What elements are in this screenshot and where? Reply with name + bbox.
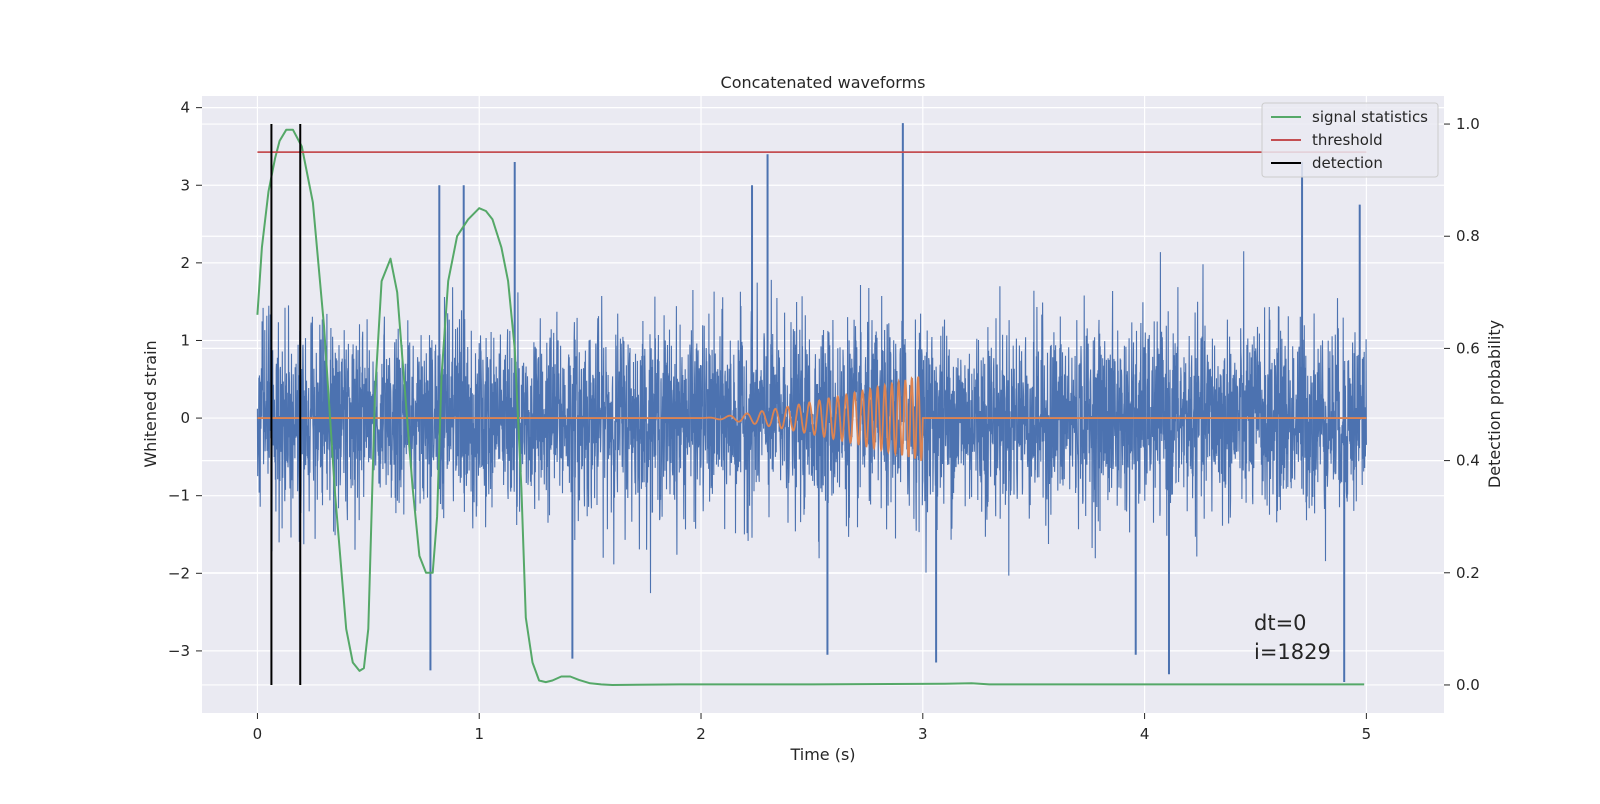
y-axis-label: Whitened strain — [141, 340, 160, 467]
y2-tick-label: 0.8 — [1456, 227, 1480, 245]
y-tick-label: 2 — [180, 254, 190, 272]
annotation-index: i=1829 — [1254, 640, 1331, 664]
y-tick-label: 4 — [180, 99, 190, 117]
y-tick-label: 3 — [180, 176, 190, 194]
y2-axis-label: Detection probability — [1485, 320, 1504, 488]
annotation-dt: dt=0 — [1254, 611, 1307, 635]
injection-series-line — [257, 376, 1367, 462]
strain-series-line — [256, 251, 1367, 594]
x-tick-label: 0 — [253, 725, 263, 743]
y2-tick-label: 0.4 — [1456, 452, 1480, 470]
y-tick-label: −3 — [168, 642, 190, 660]
y-tick-label: −1 — [168, 487, 190, 505]
x-tick-label: 1 — [474, 725, 484, 743]
chart-title: Concatenated waveforms — [721, 73, 926, 92]
x-tick-label: 4 — [1140, 725, 1150, 743]
legend-box — [1261, 102, 1439, 178]
x-tick-label: 2 — [696, 725, 706, 743]
y-tick-label: 1 — [180, 331, 190, 349]
legend-label-signal-statistics: signal statistics — [1312, 108, 1428, 126]
y2-tick-label: 0.0 — [1456, 676, 1480, 694]
y-tick-label: −2 — [168, 564, 190, 582]
legend-label-detection: detection — [1312, 154, 1383, 172]
signal-statistics-series-line — [256, 128, 1365, 686]
y2-tick-label: 0.2 — [1456, 564, 1480, 582]
series-layer — [256, 123, 1367, 686]
x-tick-label: 3 — [918, 725, 928, 743]
legend-label-threshold: threshold — [1312, 131, 1383, 149]
y2-tick-label: 0.6 — [1456, 339, 1480, 357]
x-axis-label: Time (s) — [789, 745, 855, 764]
legend: signal statistics threshold detection — [1261, 102, 1439, 178]
x-tick-label: 5 — [1362, 725, 1372, 743]
y2-tick-label: 1.0 — [1456, 115, 1480, 133]
axes-layer: 0 1 2 3 4 5 −3 −2 −1 0 1 2 3 4 0.0 0.2 0.4 0.6 0.8 1.0 — [168, 99, 1480, 743]
y-tick-label: 0 — [180, 409, 190, 427]
